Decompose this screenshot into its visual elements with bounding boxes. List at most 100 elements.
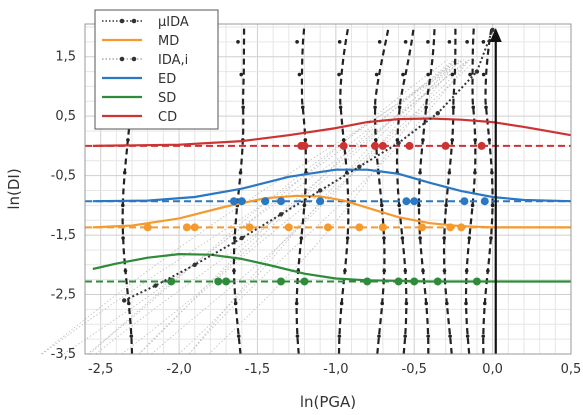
threshold-point-cd: [405, 141, 414, 150]
ida-point: [238, 170, 243, 175]
threshold-point-cd: [339, 141, 348, 150]
threshold-point-sd: [222, 277, 231, 286]
threshold-points: [143, 141, 489, 286]
ida-curve: [178, 59, 463, 355]
ida-point: [126, 138, 130, 142]
ida-point: [379, 203, 384, 208]
ida-point: [377, 334, 381, 338]
ida-curve: [87, 59, 461, 355]
ida-point: [471, 105, 476, 110]
ida-point: [418, 236, 422, 240]
mu-ida-point: [192, 262, 197, 268]
pdf-curve-ed: [92, 168, 572, 203]
threshold-point-md: [418, 223, 427, 232]
threshold-point-ed: [261, 197, 270, 206]
ida-point: [484, 105, 488, 110]
threshold-point-md: [143, 223, 152, 232]
ida-point: [126, 301, 131, 306]
ida-point: [295, 334, 300, 338]
threshold-point-sd: [363, 277, 372, 286]
ida-point: [239, 72, 244, 77]
ida-point: [426, 40, 430, 44]
x-tick-label: -2,0: [166, 362, 191, 377]
ida-dashed-curve: [442, 27, 457, 355]
ida-point: [377, 40, 382, 44]
mu-ida-point: [474, 69, 480, 74]
threshold-point-md: [324, 223, 332, 232]
ida-point: [403, 40, 408, 44]
y-tick-label: 1,5: [55, 50, 76, 65]
ida-point: [470, 203, 475, 208]
y-tick-label: -2,5: [51, 288, 76, 303]
legend-box: [94, 9, 219, 130]
ida-point: [232, 236, 237, 240]
pdf-curves: [92, 117, 572, 283]
mu-ida-point: [435, 110, 440, 116]
x-axis-ticks: -2,5 -2,0 -1,5 -1,0 -0,5 0,0 0,5: [88, 362, 581, 377]
ida-point: [442, 268, 447, 273]
ida-point: [129, 334, 134, 338]
ida-point: [473, 138, 477, 142]
ida-point: [451, 105, 456, 110]
ida-point: [481, 40, 486, 44]
ida-point: [303, 138, 308, 142]
ida-curve: [208, 59, 461, 355]
y-tick-label: 0,5: [55, 109, 76, 124]
mu-ida-point: [357, 164, 362, 169]
threshold-point-md: [245, 223, 254, 232]
threshold-point-md: [190, 223, 199, 232]
ida-point: [397, 105, 402, 110]
ida-point: [487, 138, 492, 142]
ida-point: [489, 236, 493, 240]
legend-label: ED: [158, 72, 176, 87]
ida-point: [122, 170, 127, 175]
ida-curve: [41, 59, 457, 355]
ida-point: [341, 138, 346, 142]
ida-point: [236, 40, 240, 44]
ida-point: [382, 236, 386, 240]
y-tick-label: -3,5: [51, 347, 76, 362]
ida-curve: [188, 59, 477, 355]
ida-curve: [63, 59, 448, 355]
ida-point: [343, 268, 347, 273]
ida-point: [241, 105, 245, 110]
ida-curve: [151, 59, 457, 355]
threshold-point-ed: [402, 197, 411, 206]
ida-point: [232, 268, 236, 273]
threshold-point-ed: [276, 197, 285, 206]
threshold-point-ed: [480, 197, 489, 206]
ida-point: [294, 301, 299, 306]
mu-ida-curve: [121, 27, 495, 303]
ida-point: [481, 72, 486, 77]
ida-point: [123, 268, 128, 273]
ida-point: [426, 334, 430, 338]
ida-point: [295, 40, 299, 44]
threshold-point-cd: [477, 141, 486, 150]
ida-point: [121, 236, 125, 240]
legend-label: μIDA: [158, 15, 189, 30]
threshold-point-sd: [214, 277, 223, 286]
ida-point: [337, 334, 342, 338]
threshold-point-cd: [371, 141, 380, 150]
plot-frame: [84, 23, 572, 355]
ida-dashed-curve: [232, 26, 246, 355]
ida-point: [424, 105, 428, 110]
ida-point: [345, 236, 350, 240]
ida-point: [374, 138, 378, 142]
threshold-point-md: [378, 223, 387, 232]
legend: μIDA MD IDA,i ED SD CD: [94, 9, 219, 130]
threshold-lines: [85, 144, 571, 283]
threshold-point-sd: [300, 277, 309, 286]
legend-swatch-marker: [131, 18, 137, 24]
mu-ida-point: [278, 212, 284, 217]
threshold-point-cd: [297, 141, 306, 150]
ida-point: [302, 203, 307, 208]
pdf-curve-cd: [92, 117, 572, 147]
threshold-point-ed: [410, 197, 419, 206]
threshold-point-ed: [229, 197, 238, 206]
ida-point: [468, 72, 472, 77]
mu-ida-point: [153, 283, 158, 288]
x-tick-label: -0,5: [402, 362, 427, 377]
ida-point: [400, 236, 405, 240]
